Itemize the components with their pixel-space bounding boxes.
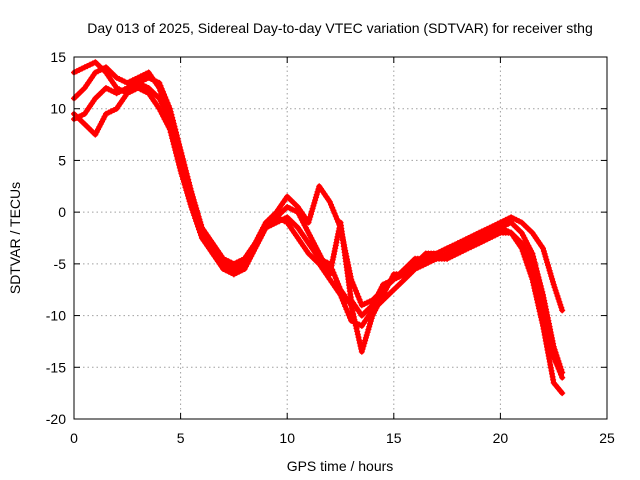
x-tick-label: 15 [386, 430, 402, 446]
tick-marks [73, 56, 608, 420]
y-tick-label: -15 [46, 359, 66, 375]
y-tick-label: -10 [46, 308, 66, 324]
y-tick-label: 5 [58, 152, 66, 168]
tick-labels: 0 5 10 15 20 25 -20 -15 -10 -5 0 5 10 15 [46, 49, 615, 446]
x-tick-label: 5 [177, 430, 185, 446]
series-group [71, 59, 566, 397]
x-tick-label: 20 [493, 430, 509, 446]
y-tick-label: -20 [46, 411, 66, 427]
grid [74, 57, 607, 419]
chart-title: Day 013 of 2025, Sidereal Day-to-day VTE… [87, 20, 593, 36]
y-tick-label: 0 [58, 204, 66, 220]
y-axis-label: SDTVAR / TECUs [7, 182, 23, 294]
x-tick-label: 25 [599, 430, 615, 446]
x-tick-label: 10 [279, 430, 295, 446]
y-tick-label: -5 [54, 256, 67, 272]
x-axis-label: GPS time / hours [287, 458, 394, 474]
x-tick-label: 0 [70, 430, 78, 446]
series-track-4 [71, 79, 566, 319]
plot-frame [73, 56, 608, 420]
y-tick-label: 15 [50, 49, 66, 65]
y-tick-label: 10 [50, 101, 66, 117]
